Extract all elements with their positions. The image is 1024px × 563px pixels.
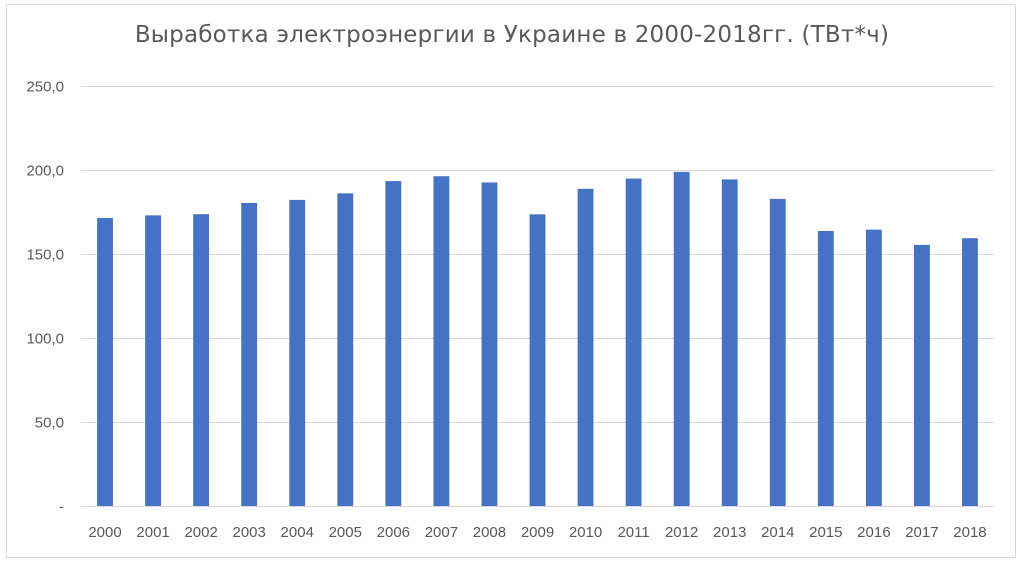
x-tick-label: 2001 — [136, 524, 169, 541]
bar-2018 — [962, 238, 978, 506]
x-tick-label: 2017 — [905, 524, 938, 541]
bar-2010 — [577, 188, 594, 507]
x-tick-label: 2012 — [665, 524, 698, 541]
bar-2008 — [481, 182, 498, 506]
x-tick-label: 2000 — [88, 524, 121, 541]
x-axis-ticks: 2000 2001 2002 2003 2004 2005 2006 2007 2008 2009… — [88, 524, 986, 541]
bar-2003 — [241, 202, 258, 507]
x-tick-label: 2016 — [857, 524, 890, 541]
x-tick-label: 2011 — [617, 524, 649, 541]
x-tick-label: 2003 — [232, 524, 265, 541]
chart-frame — [6, 4, 1016, 558]
x-tick-label: 2014 — [761, 524, 794, 541]
bar-2005 — [337, 193, 354, 507]
bar-2007 — [433, 176, 450, 506]
bar-2017 — [913, 244, 930, 507]
bar-2006 — [385, 181, 402, 506]
bar-2004 — [289, 199, 306, 507]
chart-title: Выработка электроэнергии в Украине в 200… — [134, 22, 890, 48]
bar-2001 — [145, 215, 162, 507]
y-tick-label: 100,0 — [26, 331, 64, 348]
bar-2013 — [721, 179, 738, 506]
y-tick-label: 50,0 — [35, 415, 64, 432]
x-tick-label: 2015 — [809, 524, 842, 541]
bar-2000 — [97, 218, 113, 506]
y-tick-label: 200,0 — [26, 163, 64, 180]
y-tick-label: - — [59, 499, 64, 516]
x-tick-label: 2008 — [473, 524, 506, 541]
bar-2011 — [625, 178, 642, 506]
x-tick-label: 2009 — [521, 524, 554, 541]
x-tick-label: 2006 — [377, 524, 410, 541]
bar-2014 — [769, 198, 786, 506]
x-tick-label: 2018 — [953, 524, 986, 541]
bars — [97, 171, 978, 507]
x-tick-label: 2013 — [713, 524, 746, 541]
x-tick-label: 2007 — [425, 524, 458, 541]
bar-2002 — [193, 214, 210, 506]
bar-2012 — [673, 171, 690, 506]
y-tick-label: 150,0 — [26, 247, 64, 264]
bar-2009 — [529, 214, 546, 507]
x-tick-label: 2005 — [329, 524, 362, 541]
bar-2016 — [865, 229, 882, 506]
x-tick-label: 2004 — [281, 524, 314, 541]
x-tick-label: 2010 — [569, 524, 602, 541]
y-axis-ticks: - 50,0 100,0 150,0 200,0 250,0 — [26, 79, 64, 516]
bar-2015 — [817, 230, 834, 506]
y-tick-label: 250,0 — [26, 79, 64, 96]
x-tick-label: 2002 — [184, 524, 217, 541]
